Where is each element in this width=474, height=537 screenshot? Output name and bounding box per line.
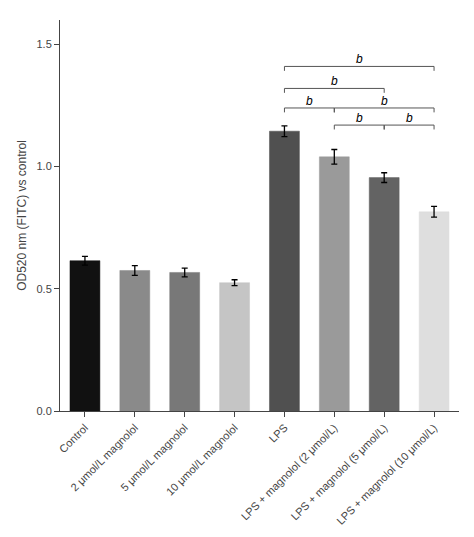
svg-text:b: b (331, 74, 338, 88)
svg-text:5 μmol/L magnolol: 5 μmol/L magnolol (118, 422, 190, 494)
svg-text:Control: Control (57, 422, 91, 456)
svg-text:b: b (406, 111, 413, 125)
svg-text:b: b (381, 94, 388, 108)
svg-text:LPS + magnolol (2 μmol/L): LPS + magnolol (2 μmol/L) (239, 422, 340, 523)
svg-text:b: b (306, 94, 313, 108)
svg-text:0.0: 0.0 (37, 405, 52, 417)
svg-text:b: b (356, 111, 363, 125)
svg-text:OD520 nm (FITC) vs control: OD520 nm (FITC) vs control (15, 140, 29, 291)
svg-text:10 μmol/L magnolol: 10 μmol/L magnolol (164, 422, 240, 498)
svg-text:LPS + magnolol (10 μmol/L): LPS + magnolol (10 μmol/L) (334, 422, 439, 527)
svg-text:LPS: LPS (267, 422, 290, 445)
svg-text:0.5: 0.5 (37, 283, 52, 295)
svg-text:LPS + magnolol (5 μmol/L): LPS + magnolol (5 μmol/L) (289, 422, 390, 523)
svg-text:1.0: 1.0 (37, 160, 52, 172)
svg-text:1.5: 1.5 (37, 38, 52, 50)
svg-text:b: b (356, 52, 363, 66)
svg-text:2 μmol/L magnolol: 2 μmol/L magnolol (68, 422, 140, 494)
